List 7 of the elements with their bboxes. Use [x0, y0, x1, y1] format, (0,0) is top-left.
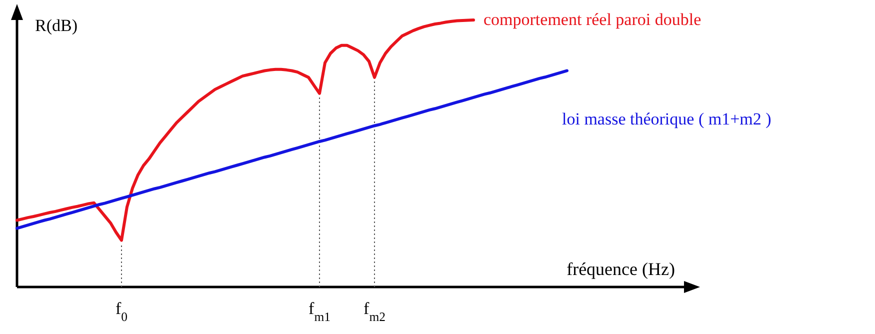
- x-tick-label: f$_{m1}$: [308, 299, 330, 324]
- x-tick-label: f$_{0}$: [115, 299, 128, 324]
- series-label: comportement réel paroi double: [484, 10, 702, 29]
- y-axis-title: R(dB): [35, 16, 78, 35]
- text: loi masse théorique ( m1+m2 ): [562, 110, 772, 129]
- x-tick-label: f$_{m2}$: [364, 299, 386, 324]
- x-axis-title: fréquence (Hz): [566, 259, 676, 279]
